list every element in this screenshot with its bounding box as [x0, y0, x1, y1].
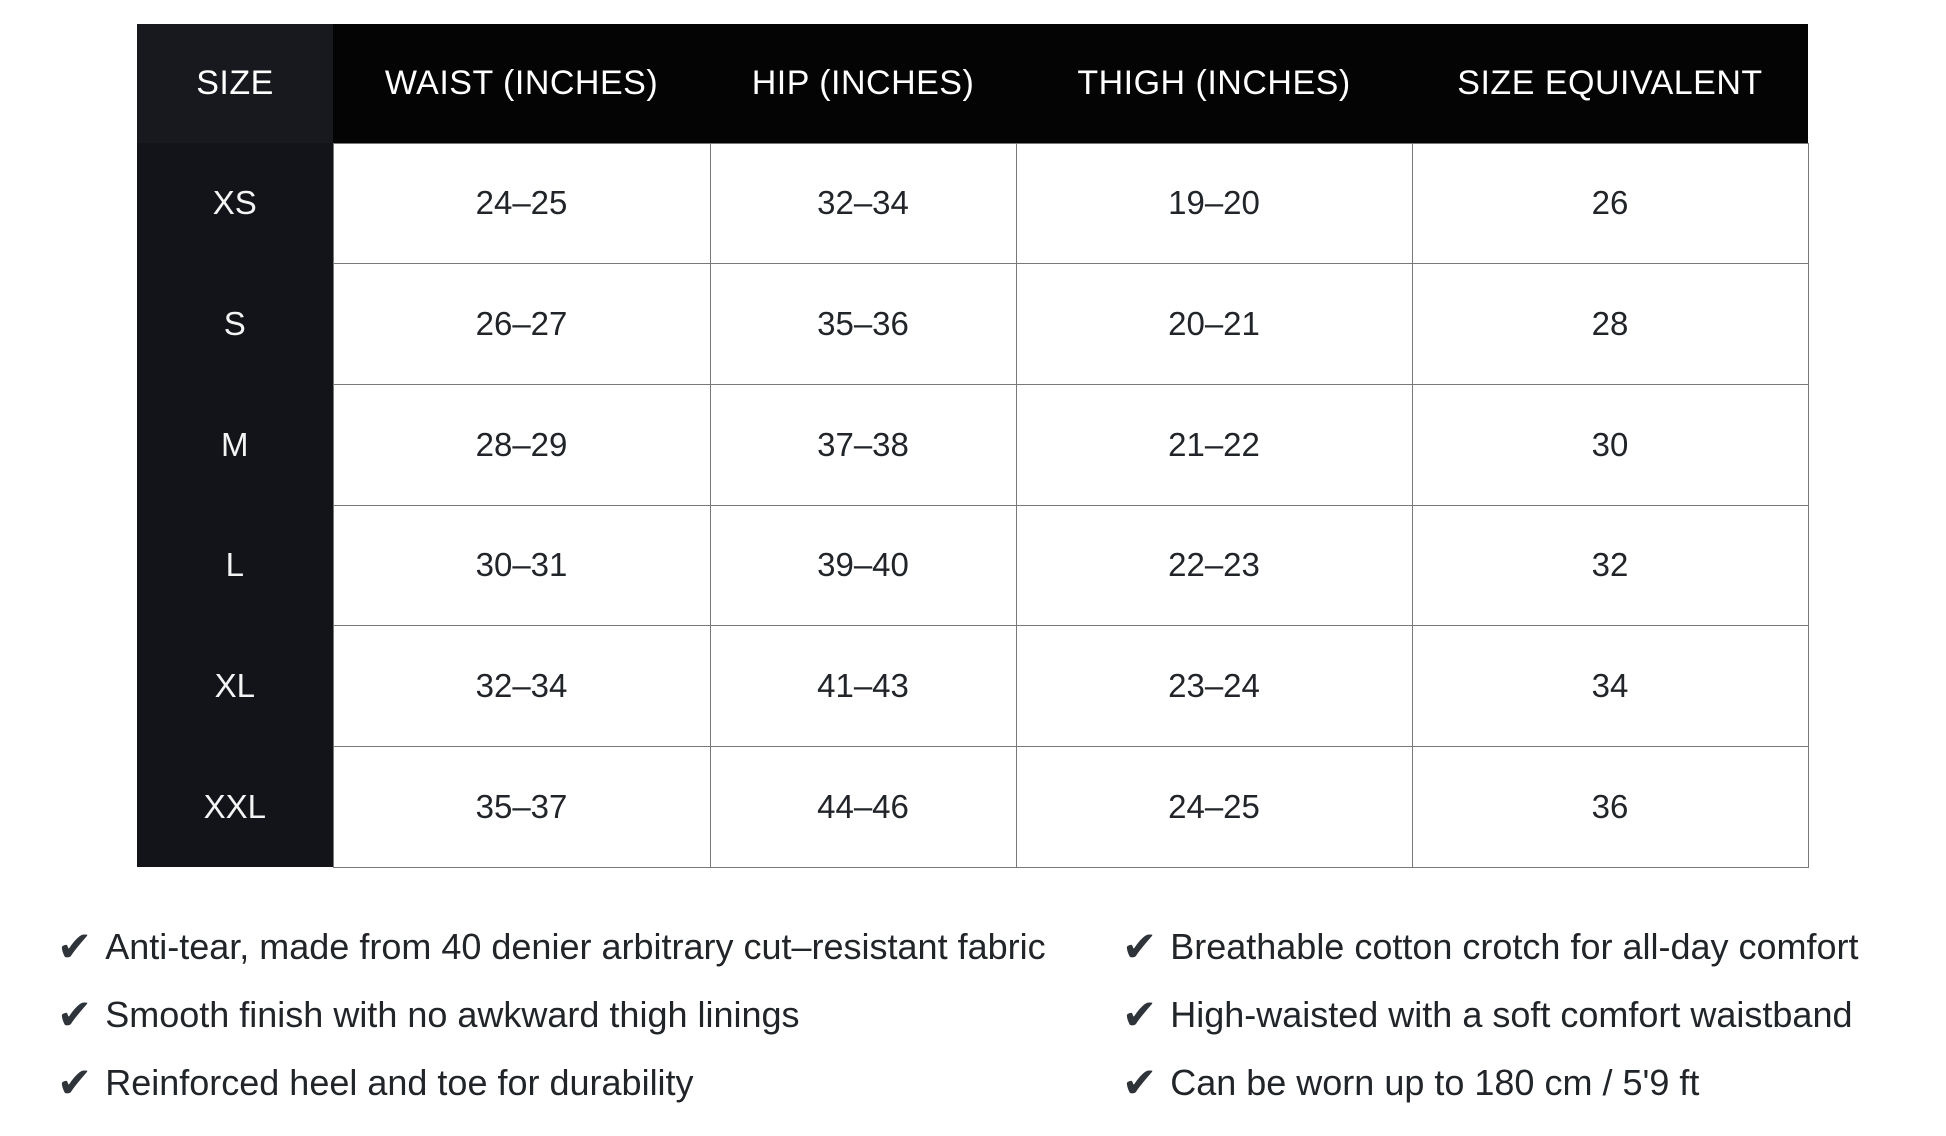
feature-text: Reinforced heel and toe for durability — [105, 1062, 694, 1103]
waist-value: 28–29 — [332, 383, 711, 506]
feature-list-left: ✔ Anti-tear, made from 40 denier arbitra… — [57, 913, 1046, 1117]
feature-item: ✔ Anti-tear, made from 40 denier arbitra… — [57, 913, 1046, 981]
table-row-xl: XL 32–34 41–43 23–24 34 — [137, 625, 1809, 747]
feature-item: ✔ Breathable cotton crotch for all-day c… — [1122, 913, 1859, 981]
thigh-value: 20–21 — [1015, 263, 1413, 385]
thigh-value: 19–20 — [1015, 142, 1413, 265]
hip-value: 37–38 — [709, 383, 1017, 506]
table-row-xs: XS 24–25 32–34 19–20 26 — [137, 142, 1809, 265]
table-row-m: M 28–29 37–38 21–22 30 — [137, 383, 1809, 506]
hip-value: 41–43 — [709, 625, 1017, 747]
header-row: SIZE WAIST (INCHES) HIP (INCHES) THIGH (… — [137, 24, 1808, 143]
feature-text: Breathable cotton crotch for all-day com… — [1170, 926, 1859, 967]
size-label: L — [137, 505, 333, 626]
size-label: S — [137, 263, 333, 385]
feature-text: Anti-tear, made from 40 denier arbitrary… — [105, 926, 1046, 967]
waist-value: 32–34 — [332, 625, 711, 747]
size-equivalent-value: 30 — [1411, 383, 1809, 506]
feature-list-right: ✔ Breathable cotton crotch for all-day c… — [1122, 913, 1859, 1117]
size-equivalent-value: 34 — [1411, 625, 1809, 747]
check-icon: ✔ — [57, 1058, 93, 1107]
check-icon: ✔ — [1122, 990, 1158, 1039]
check-icon: ✔ — [57, 922, 93, 971]
waist-value: 24–25 — [332, 142, 711, 265]
column-header-size: SIZE — [137, 24, 333, 143]
size-label: M — [137, 384, 333, 506]
waist-value: 30–31 — [332, 504, 711, 627]
check-icon: ✔ — [57, 990, 93, 1039]
size-label: XXL — [137, 746, 333, 868]
size-equivalent-value: 28 — [1411, 263, 1809, 385]
column-header-hip: HIP (INCHES) — [710, 24, 1016, 143]
table-row-s: S 26–27 35–36 20–21 28 — [137, 263, 1809, 385]
check-icon: ✔ — [1122, 922, 1158, 971]
size-label: XL — [137, 625, 333, 747]
hip-value: 35–36 — [709, 263, 1017, 385]
feature-text: Smooth finish with no awkward thigh lini… — [105, 994, 800, 1035]
waist-value: 35–37 — [332, 745, 711, 868]
waist-value: 26–27 — [332, 263, 711, 385]
column-header-size-equivalent: SIZE EQUIVALENT — [1412, 24, 1808, 143]
column-header-thigh: THIGH (INCHES) — [1016, 24, 1412, 143]
column-header-waist: WAIST (INCHES) — [333, 24, 710, 143]
thigh-value: 23–24 — [1015, 625, 1413, 747]
table-row-l: L 30–31 39–40 22–23 32 — [137, 504, 1809, 627]
check-icon: ✔ — [1122, 1058, 1158, 1107]
table-row-xxl: XXL 35–37 44–46 24–25 36 — [137, 745, 1809, 868]
thigh-value: 21–22 — [1015, 383, 1413, 506]
hip-value: 32–34 — [709, 142, 1017, 265]
thigh-value: 24–25 — [1015, 745, 1413, 868]
size-chart-table: SIZE WAIST (INCHES) HIP (INCHES) THIGH (… — [137, 24, 1809, 868]
feature-item: ✔ Reinforced heel and toe for durability — [57, 1049, 1046, 1117]
hip-value: 39–40 — [709, 504, 1017, 627]
size-label: XS — [137, 143, 333, 264]
size-equivalent-value: 32 — [1411, 504, 1809, 627]
feature-text: Can be worn up to 180 cm / 5'9 ft — [1170, 1062, 1700, 1103]
hip-value: 44–46 — [709, 745, 1017, 868]
size-equivalent-value: 26 — [1411, 142, 1809, 265]
feature-item: ✔ Smooth finish with no awkward thigh li… — [57, 981, 1046, 1049]
size-equivalent-value: 36 — [1411, 745, 1809, 868]
feature-item: ✔ High-waisted with a soft comfort waist… — [1122, 981, 1859, 1049]
feature-text: High-waisted with a soft comfort waistba… — [1170, 994, 1853, 1035]
thigh-value: 22–23 — [1015, 504, 1413, 627]
feature-item: ✔ Can be worn up to 180 cm / 5'9 ft — [1122, 1049, 1859, 1117]
